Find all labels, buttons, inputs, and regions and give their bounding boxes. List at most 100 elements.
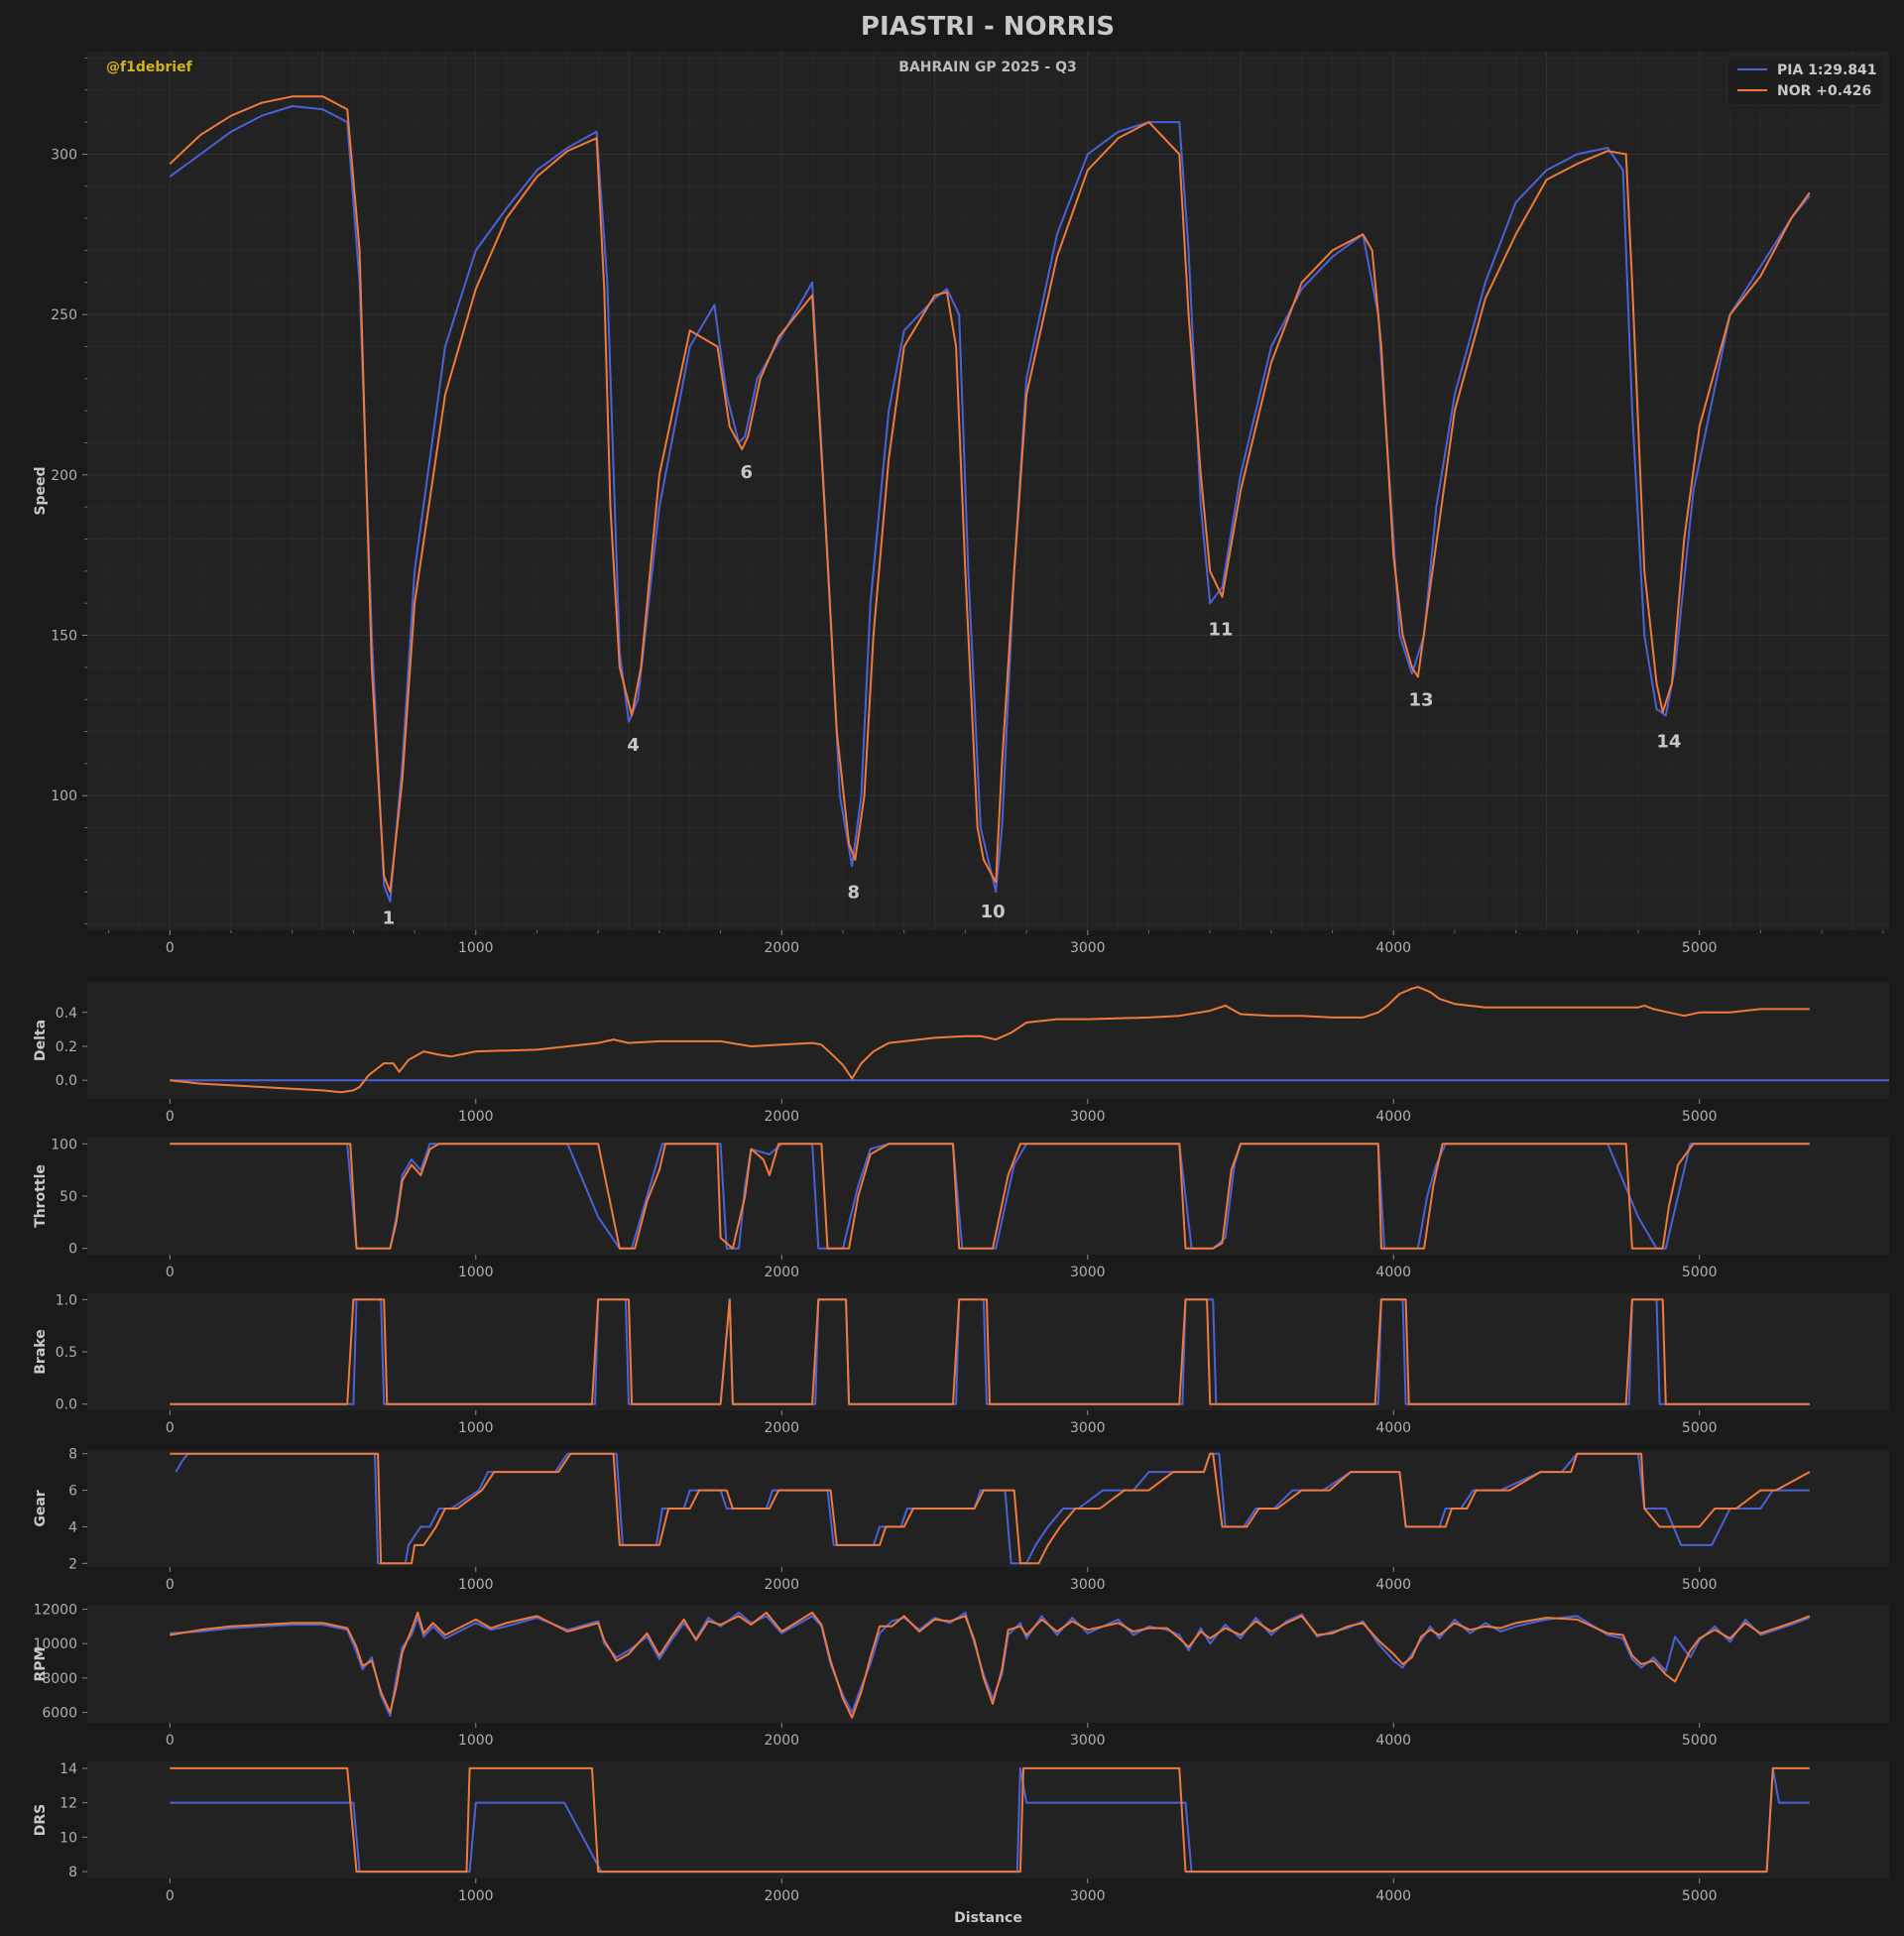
chart-subtitle: BAHRAIN GP 2025 - Q3 <box>898 60 1076 75</box>
x-tick-label: 0 <box>166 1733 175 1749</box>
x-tick-label: 1000 <box>458 940 494 956</box>
series-line-rpm <box>170 1611 1811 1718</box>
y-tick-label: 6 <box>68 1484 77 1500</box>
y-tick-label: 100 <box>51 1137 77 1152</box>
y-axis-label-brake: Brake <box>33 1329 49 1374</box>
y-tick-label: 6000 <box>42 1706 77 1722</box>
series-line-delta <box>170 986 1810 1094</box>
y-tick-label: 8 <box>68 1447 77 1463</box>
corner-label: 8 <box>847 883 860 904</box>
corner-label: 4 <box>627 735 640 756</box>
x-axis-label: Distance <box>954 1910 1022 1926</box>
x-tick-label: 0 <box>166 1265 175 1280</box>
panel-speed <box>87 52 1889 930</box>
y-tick-label: 0.0 <box>56 1397 77 1413</box>
series-line-speed <box>169 95 1811 894</box>
x-tick-label: 4000 <box>1375 1420 1411 1436</box>
y-tick-label: 50 <box>60 1189 77 1205</box>
y-tick-label: 1.0 <box>56 1292 77 1308</box>
series-line-gear <box>170 1452 1811 1565</box>
x-tick-label: 2000 <box>764 1577 799 1593</box>
legend-box <box>1726 55 1885 106</box>
x-tick-label: 1000 <box>458 1733 494 1749</box>
x-tick-label: 2000 <box>764 1265 799 1280</box>
x-tick-label: 3000 <box>1070 1420 1106 1436</box>
x-tick-label: 4000 <box>1375 940 1411 956</box>
legend-label: NOR +0.426 <box>1777 83 1871 99</box>
corner-label: 13 <box>1408 690 1433 711</box>
x-tick-label: 2000 <box>764 1888 799 1904</box>
y-tick-label: 300 <box>51 147 77 163</box>
panel-rpm <box>87 1606 1889 1723</box>
x-tick-label: 0 <box>166 1109 175 1125</box>
x-tick-label: 0 <box>166 1888 175 1904</box>
y-axis-label-delta: Delta <box>33 1020 49 1061</box>
x-tick-label: 2000 <box>764 1733 799 1749</box>
x-tick-label: 5000 <box>1682 1420 1718 1436</box>
y-tick-label: 100 <box>51 788 77 804</box>
x-tick-label: 2000 <box>764 1420 799 1436</box>
y-tick-label: 0.2 <box>56 1039 77 1055</box>
y-tick-label: 12 <box>60 1796 77 1812</box>
x-tick-label: 3000 <box>1070 940 1106 956</box>
series-line-gear <box>175 1452 1810 1565</box>
corner-label: 11 <box>1208 620 1233 641</box>
x-tick-label: 5000 <box>1682 1888 1718 1904</box>
x-tick-label: 4000 <box>1375 1265 1411 1280</box>
x-tick-label: 2000 <box>764 1109 799 1125</box>
corner-label: 1 <box>383 908 396 929</box>
y-tick-label: 14 <box>60 1761 77 1777</box>
x-tick-label: 3000 <box>1070 1733 1106 1749</box>
panel-throttle <box>87 1138 1889 1255</box>
y-tick-label: 200 <box>51 468 77 484</box>
y-axis-label-drs: DRS <box>33 1804 49 1836</box>
y-tick-label: 4 <box>68 1519 77 1535</box>
x-tick-label: 0 <box>166 940 175 956</box>
x-tick-label: 1000 <box>458 1420 494 1436</box>
y-tick-label: 0.4 <box>56 1006 77 1022</box>
y-tick-label: 250 <box>51 307 77 323</box>
x-tick-label: 3000 <box>1070 1888 1106 1904</box>
y-tick-label: 8000 <box>42 1671 77 1687</box>
x-tick-label: 4000 <box>1375 1888 1411 1904</box>
x-tick-label: 1000 <box>458 1888 494 1904</box>
corner-label: 14 <box>1656 732 1681 753</box>
y-tick-label: 0 <box>68 1242 77 1258</box>
y-tick-label: 0.0 <box>56 1073 77 1089</box>
corner-label: 6 <box>741 462 754 483</box>
x-tick-label: 4000 <box>1375 1109 1411 1125</box>
series-line-brake <box>170 1298 1810 1405</box>
x-tick-label: 0 <box>166 1420 175 1436</box>
y-axis-label-rpm: RPM <box>33 1647 49 1682</box>
panel-drs <box>87 1761 1889 1878</box>
x-tick-label: 4000 <box>1375 1733 1411 1749</box>
y-axis-label-speed: Speed <box>33 466 49 515</box>
y-tick-label: 150 <box>51 629 77 645</box>
y-tick-label: 2 <box>68 1556 77 1572</box>
y-tick-label: 12000 <box>33 1602 77 1618</box>
y-tick-label: 8 <box>68 1865 77 1880</box>
y-axis-label-gear: Gear <box>33 1490 49 1526</box>
series-line-brake <box>170 1298 1810 1405</box>
x-tick-label: 5000 <box>1682 1733 1718 1749</box>
panel-delta <box>87 982 1889 1099</box>
panel-gear <box>87 1450 1889 1567</box>
x-tick-label: 1000 <box>458 1109 494 1125</box>
y-tick-label: 0.5 <box>56 1345 77 1361</box>
y-tick-label: 10000 <box>33 1636 77 1652</box>
y-tick-label: 10 <box>60 1830 77 1846</box>
series-line-throttle <box>170 1143 1810 1250</box>
x-tick-label: 3000 <box>1070 1265 1106 1280</box>
x-tick-label: 0 <box>166 1577 175 1593</box>
x-tick-label: 2000 <box>764 940 799 956</box>
x-tick-label: 1000 <box>458 1265 494 1280</box>
x-tick-label: 5000 <box>1682 1577 1718 1593</box>
corner-label: 10 <box>981 902 1006 922</box>
x-tick-label: 4000 <box>1375 1577 1411 1593</box>
x-tick-label: 5000 <box>1682 940 1718 956</box>
chart-title: PIASTRI - NORRIS <box>861 12 1115 42</box>
x-tick-label: 5000 <box>1682 1109 1718 1125</box>
x-tick-label: 1000 <box>458 1577 494 1593</box>
